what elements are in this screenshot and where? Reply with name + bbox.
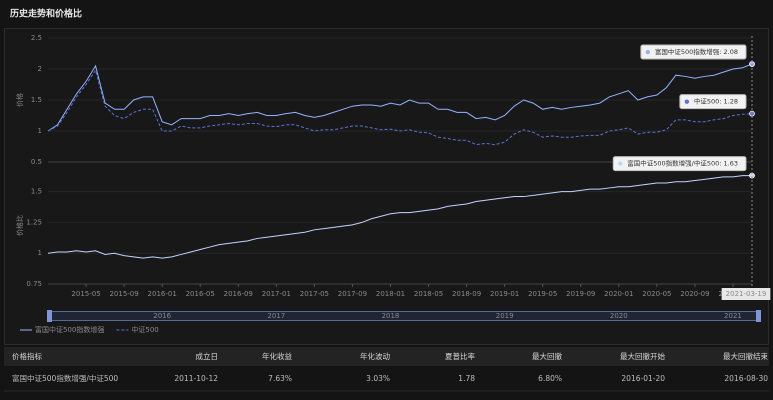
cursor-label-box (721, 288, 771, 300)
y-tick-label: 1.25 (26, 218, 42, 226)
y-tick-label: 2 (38, 65, 42, 73)
x-tick-label: 2017-05 (300, 290, 329, 298)
table-header: 最大回撤 (532, 351, 562, 361)
tooltip-text: 中证500: 1.28 (694, 97, 738, 106)
tooltip-box (640, 44, 747, 60)
tooltip-dot (618, 161, 623, 166)
y-tick-label: 1.5 (31, 96, 42, 104)
x-tick-label: 2015-05 (71, 290, 100, 298)
slider-label: 2020 (610, 312, 628, 320)
page-title: 历史走势和价格比 (10, 8, 82, 20)
table-cell: 3.03% (366, 374, 390, 383)
x-tick-label: 2016-05 (186, 290, 215, 298)
slider-label: 2017 (267, 312, 285, 320)
x-tick-label: 2018-05 (414, 290, 443, 298)
zoom-handle (47, 310, 52, 322)
slider-label: 2018 (382, 312, 400, 320)
x-tick-label: 2020-09 (680, 290, 709, 298)
x-tick-label: 2017-09 (338, 290, 367, 298)
series-line (47, 63, 753, 132)
x-tick-label: 2016-09 (224, 290, 253, 298)
y-axis-label: 价格比 (15, 215, 24, 236)
tooltip-dot (684, 99, 690, 104)
table-cell: 1.78 (458, 374, 475, 383)
slider-label: 2019 (496, 312, 514, 320)
tooltip-text: 富国中证500指数增强: 2.08 (655, 47, 738, 56)
x-tick-label: 2019-01 (490, 290, 519, 298)
x-tick-label: 2020-05 (642, 290, 671, 298)
y-axis-label: 价格 (15, 93, 24, 107)
table-header: 最大回撤开始 (620, 351, 665, 361)
table-header-bg (4, 347, 769, 366)
table-cell: 2016-01-20 (621, 374, 665, 383)
table-header: 年化收益 (262, 351, 292, 361)
slider-label: 2016 (153, 312, 171, 320)
y-tick-label: 0.5 (31, 158, 42, 166)
x-tick-label: 2020-01 (604, 290, 633, 298)
tooltip-dot (645, 49, 651, 55)
y-tick-label: 1 (38, 127, 42, 135)
legend-label: 富国中证500指数增强 (35, 325, 104, 334)
table-header: 价格指标 (12, 351, 42, 361)
x-tick-label: 2018-09 (452, 290, 481, 298)
x-tick-label: 2017-01 (262, 290, 291, 298)
x-tick-label: 2015-09 (109, 290, 138, 298)
y-tick-label: 2.5 (31, 34, 42, 42)
table-header: 成立日 (196, 351, 219, 361)
zoom-handle (756, 310, 761, 322)
y-tick-label: 0.75 (26, 280, 42, 288)
table-cell: 2011-10-12 (174, 374, 218, 383)
tooltip-box (612, 156, 747, 172)
legend-label: 中证500 (131, 325, 158, 334)
table-cell: 2016-08-30 (724, 374, 768, 383)
series-line (47, 69, 753, 146)
cursor-label: 2021-03-19 (726, 290, 767, 298)
x-tick-label: 2019-05 (528, 290, 557, 298)
slider-label: 2021 (724, 312, 742, 320)
table-cell: 6.80% (538, 374, 562, 383)
x-tick-label: 2019-09 (566, 290, 595, 298)
x-tick-label: 2018-01 (376, 290, 405, 298)
series-line (47, 175, 752, 259)
y-tick-label: 1 (38, 249, 42, 257)
table-header: 最大回撤结束 (723, 351, 768, 361)
table-header: 夏普比率 (445, 351, 475, 361)
chart-frame (4, 28, 769, 345)
x-tick-label: 2016-01 (148, 290, 177, 298)
table-cell: 7.63% (268, 374, 292, 383)
table-cell: 富国中证500指数增强/中证500 (12, 373, 118, 383)
y-tick-label: 1.5 (31, 188, 42, 196)
tooltip-text: 富国中证500指数增强/中证500: 1.63 (627, 159, 738, 168)
table-header: 年化波动 (360, 351, 390, 361)
tooltip-box (679, 94, 747, 110)
